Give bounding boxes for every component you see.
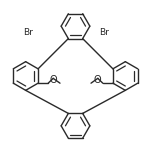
Text: Br: Br (99, 28, 109, 37)
Text: O: O (50, 75, 57, 85)
Text: O: O (94, 75, 101, 85)
Text: Br: Br (23, 28, 33, 37)
